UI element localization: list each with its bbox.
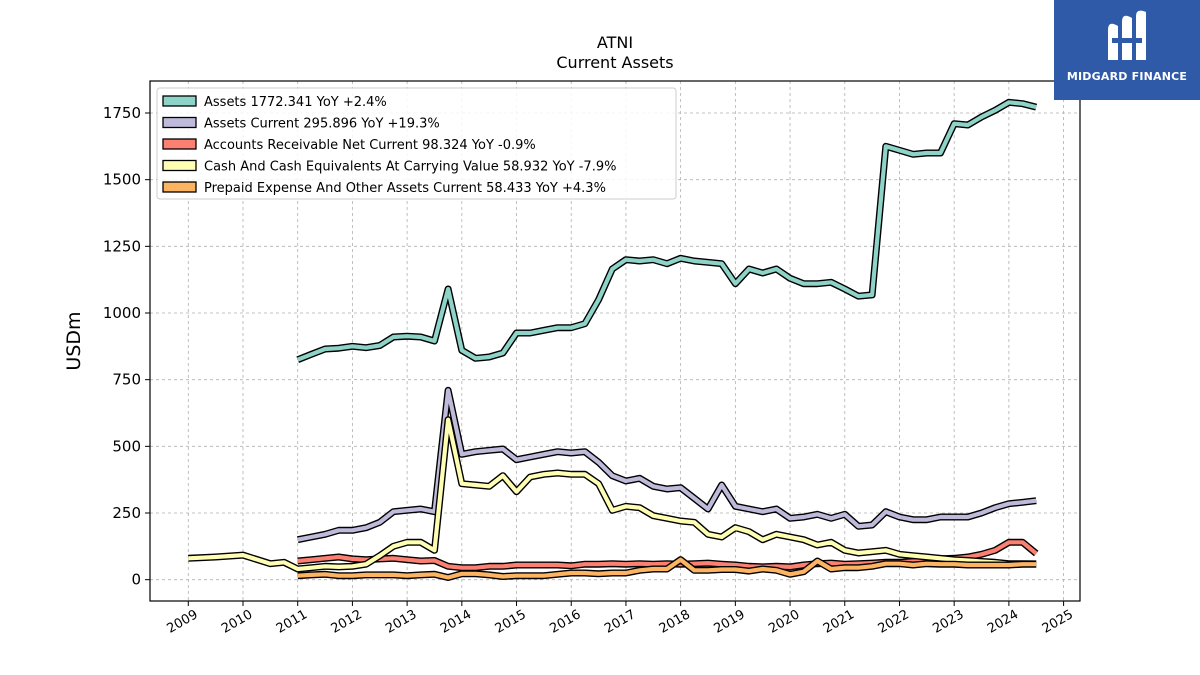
y-tick-label: 1500 [103,171,141,189]
series-line [297,388,1037,542]
chart-subtitle: Current Assets [556,53,673,72]
y-tick-label: 250 [112,504,141,522]
y-tick-label: 1000 [103,304,141,322]
brand-logo: MIDGARD FINANCE [1054,0,1200,100]
plot-frame [149,80,1081,602]
series-line [296,100,1037,362]
chart-title: ATNI [597,33,633,52]
series-line [188,417,1037,572]
legend-label: Prepaid Expense And Other Assets Current… [204,181,606,196]
legend-label: Accounts Receivable Net Current 98.324 Y… [204,138,536,153]
series-line [297,557,1037,580]
legend-label: Cash And Cash Equivalents At Carrying Va… [204,160,616,175]
brand-mark-icon [1108,10,1146,61]
legend-swatch [162,95,197,107]
y-tick-label: 500 [112,437,141,455]
y-tick-label: 0 [131,571,141,589]
legend-swatch [162,138,197,150]
legend-swatch [162,159,197,172]
y-axis-label: USDm [63,311,85,370]
legend-label: Assets Current 295.896 YoY +19.3% [204,117,440,132]
y-tick-label: 750 [112,371,141,389]
y-tick-label: 1250 [103,237,141,255]
y-tick-label: 1750 [103,104,141,122]
legend-label: Assets 1772.341 YoY +2.4% [204,95,387,110]
legend-swatch [162,181,197,193]
legend-swatch [162,116,197,129]
brand-name: MIDGARD FINANCE [1066,70,1188,83]
legend-box [156,87,677,200]
legend: Assets 1772.341 YoY +2.4% Assets Current … [156,87,677,200]
series-layer [188,98,1039,581]
